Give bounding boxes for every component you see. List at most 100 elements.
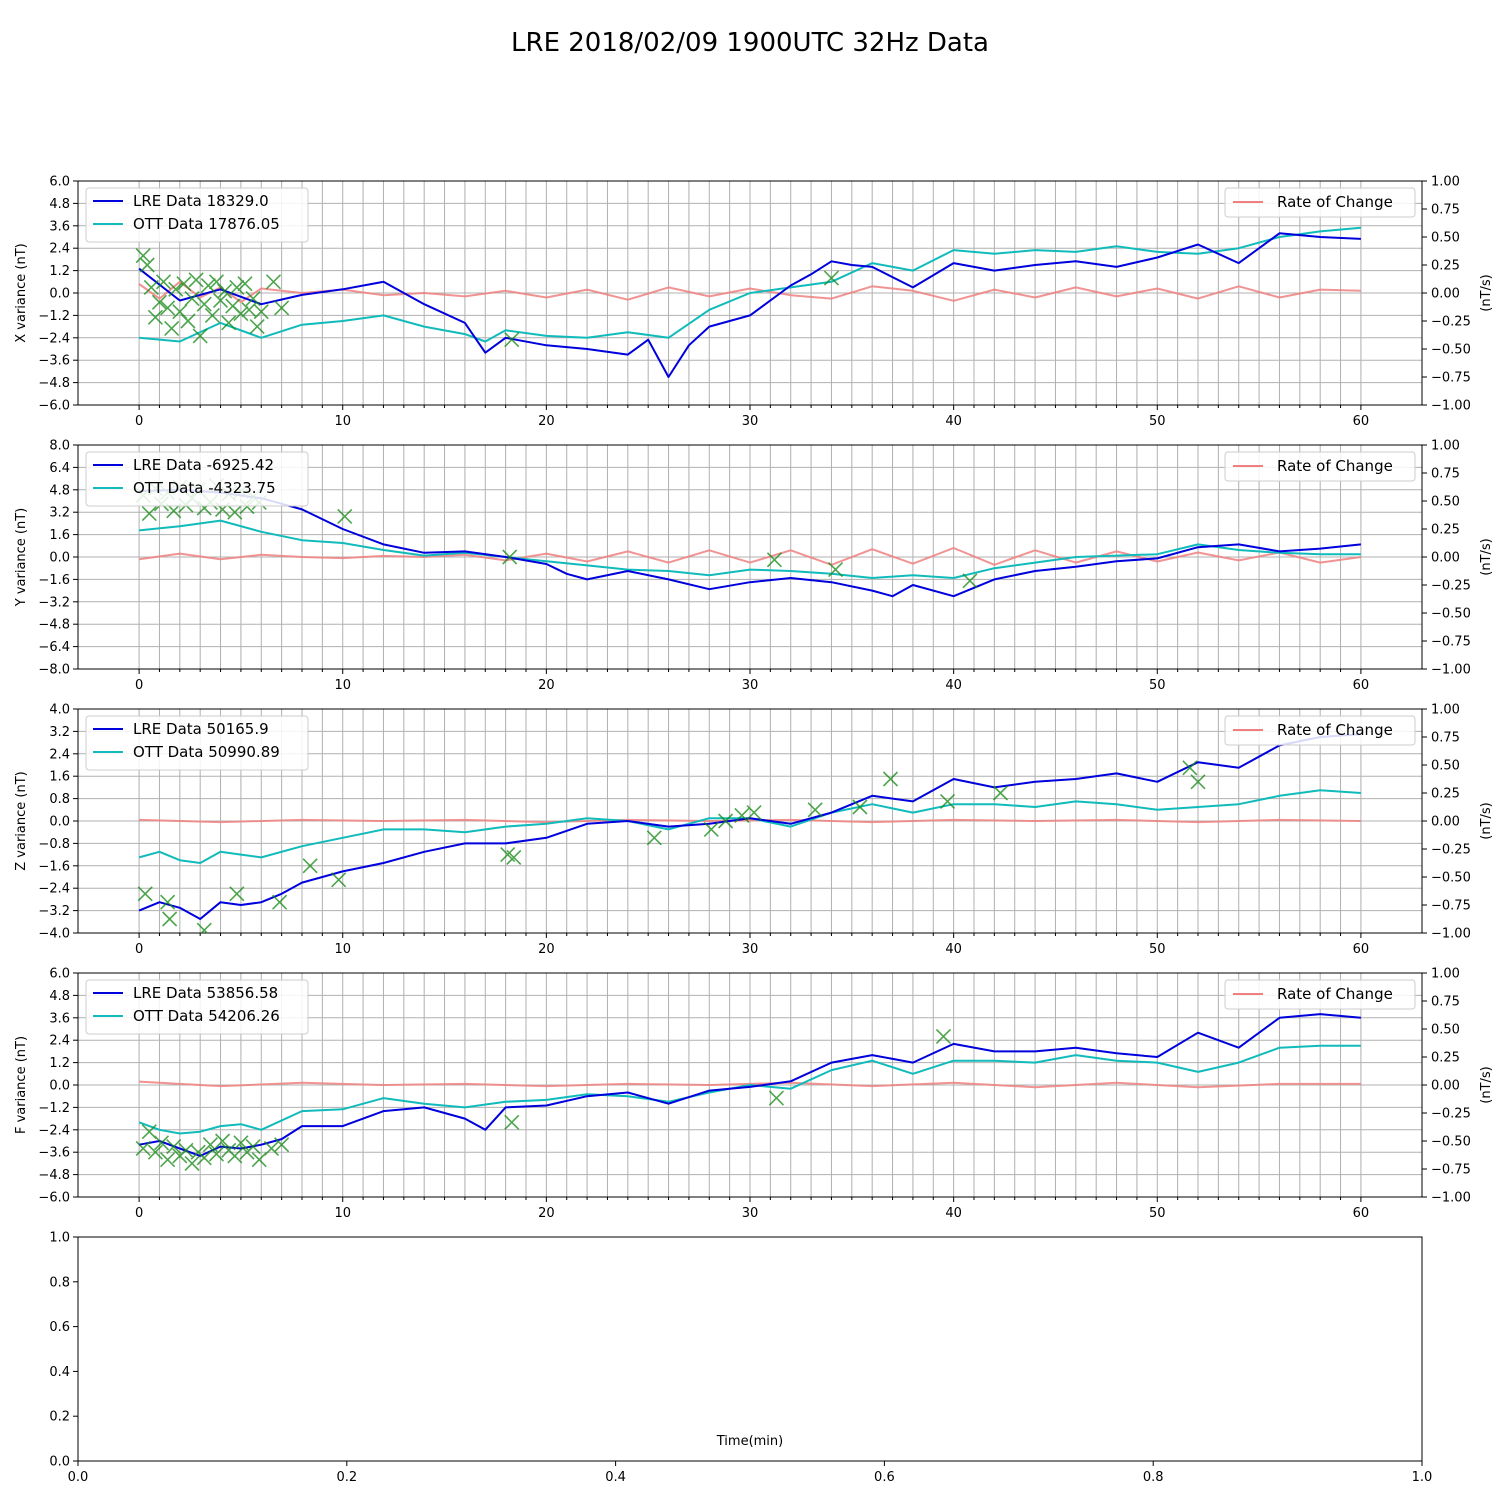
x-marker	[504, 332, 520, 348]
x-marker	[208, 1146, 225, 1162]
y-tick-label: −2.4	[38, 1123, 70, 1138]
x-marker	[135, 248, 151, 264]
x-marker	[233, 1135, 249, 1151]
y-tick-label: 3.2	[49, 506, 70, 521]
y2-tick-label: 0.25	[1431, 259, 1460, 274]
legend-entry: Rate of Change	[1277, 193, 1393, 211]
x-marker	[768, 1090, 785, 1106]
x-marker	[155, 274, 172, 290]
x-marker	[265, 274, 282, 290]
x-tick-label: 0	[135, 942, 143, 957]
y-tick-label: 0.8	[49, 1275, 70, 1290]
y-axis-label: Z variance (nT)	[14, 771, 29, 870]
y2-tick-label: −0.25	[1431, 315, 1471, 330]
y2-tick-label: 1.00	[1431, 439, 1460, 454]
y2-axis: 1.00 0.75 0.50 0.25 0.00 −0.25 −0.50 −0.75 −1.00…	[1422, 703, 1494, 942]
legend-right: Rate of Change	[1224, 715, 1416, 746]
x-tick-label: 40	[945, 414, 962, 429]
y-tick-label: −0.8	[38, 837, 70, 852]
y2-tick-label: 0.00	[1431, 1079, 1460, 1094]
x-marker	[141, 506, 157, 522]
y2-axis-label: (nT/s)	[1479, 802, 1494, 839]
y2-tick-label: 0.75	[1431, 467, 1460, 482]
y-tick-label: −1.6	[38, 573, 70, 588]
y-tick-label: −3.6	[38, 1146, 70, 1161]
x-tick-label: 10	[334, 1206, 351, 1221]
x-marker	[208, 274, 225, 290]
y-tick-label: −1.2	[38, 309, 70, 324]
x-tick-label: 10	[334, 942, 351, 957]
y2-tick-label: −0.75	[1431, 899, 1471, 914]
x-marker	[852, 799, 868, 815]
y2-tick-label: 0.50	[1431, 1023, 1460, 1038]
series-line-rate-of-change	[139, 1080, 1361, 1089]
x-marker	[241, 302, 257, 318]
x-marker	[178, 1142, 194, 1158]
y-tick-label: −3.2	[38, 904, 70, 919]
x-marker	[337, 508, 353, 524]
x-marker	[135, 1140, 151, 1157]
x-marker	[823, 270, 840, 286]
x-tick-label: 0.0	[68, 1470, 89, 1485]
y-tick-label: −8.0	[38, 663, 70, 678]
legend-frame	[1224, 715, 1416, 746]
x-marker	[263, 1140, 280, 1157]
x-marker	[202, 1137, 218, 1153]
y-axis: 8.0 6.4 4.8 3.2 1.6 0.0 −1.6 −3.2 −4.8 −6.4 −8.0 Y …	[14, 439, 78, 678]
x-marker	[196, 296, 212, 312]
x-marker	[137, 886, 153, 902]
y-tick-label: 0.0	[49, 1079, 70, 1094]
y2-tick-label: −1.00	[1431, 399, 1471, 414]
x-marker	[827, 562, 844, 578]
x-marker	[168, 281, 184, 297]
plot-area	[137, 733, 1361, 933]
y-axis-label: X variance (nT)	[14, 243, 29, 342]
x-marker	[215, 1133, 231, 1149]
x-marker	[147, 309, 163, 325]
x-marker	[212, 292, 229, 309]
legend-frame	[85, 715, 309, 771]
y-axis: 4.0 3.2 2.4 1.6 0.8 0.0 −0.8 −1.6 −2.4 −3.2 −4.0 Z …	[14, 703, 78, 942]
y-axis-label: F variance (nT)	[14, 1036, 29, 1134]
x-tick-label: 40	[945, 678, 962, 693]
x-marker	[882, 771, 899, 787]
x-marker	[227, 1148, 243, 1164]
x-tick-label: 40	[945, 1206, 962, 1221]
x-tick-label: 30	[742, 678, 759, 693]
x-tick-label: 50	[1149, 942, 1166, 957]
y-tick-label: 0.0	[49, 1455, 70, 1470]
y-tick-label: −3.2	[38, 595, 70, 610]
legend-entry: LRE Data -6925.42	[133, 456, 274, 474]
x-tick-label: 20	[538, 1206, 555, 1221]
y-tick-label: −4.8	[38, 618, 70, 633]
y-tick-label: −2.4	[38, 882, 70, 897]
legend-entry: Rate of Change	[1277, 457, 1393, 475]
x-marker	[734, 807, 750, 823]
x-marker	[166, 1139, 182, 1155]
legend-left: LRE Data -6925.42 OTT Data -4323.75	[85, 451, 309, 507]
x-marker	[151, 294, 168, 310]
series-line-ott	[139, 226, 1361, 343]
x-marker	[162, 911, 178, 927]
legend-entry: Rate of Change	[1277, 721, 1393, 739]
x-marker	[646, 830, 662, 846]
x-marker	[160, 300, 176, 316]
y2-axis: 1.00 0.75 0.50 0.25 0.00 −0.25 −0.50 −0.75 −1.00…	[1422, 439, 1494, 678]
x-marker	[188, 272, 204, 288]
y-tick-label: 0.0	[49, 287, 70, 302]
y-tick-label: −1.6	[38, 859, 70, 874]
x-marker	[164, 320, 180, 337]
series-line-lre	[139, 488, 1362, 598]
x-marker	[176, 276, 192, 292]
x-marker	[703, 821, 719, 837]
x-tick-label: 60	[1353, 414, 1370, 429]
legend-frame	[1224, 187, 1416, 218]
x-axis: 0 10 20 30 40 50 60	[135, 1197, 1369, 1221]
legend-left: LRE Data 53856.58 OTT Data 54206.26	[85, 979, 309, 1035]
y-axis: 6.0 4.8 3.6 2.4 1.2 0.0 −1.2 −2.4 −3.6 −4.8 −6.0 X …	[14, 175, 78, 414]
series-line-rate-of-change	[138, 547, 1362, 566]
y2-tick-label: −0.25	[1431, 1107, 1471, 1122]
y-tick-label: 6.0	[49, 967, 70, 982]
x-marker	[184, 291, 200, 307]
x-axis: 0 10 20 30 40 50 60	[135, 669, 1369, 693]
